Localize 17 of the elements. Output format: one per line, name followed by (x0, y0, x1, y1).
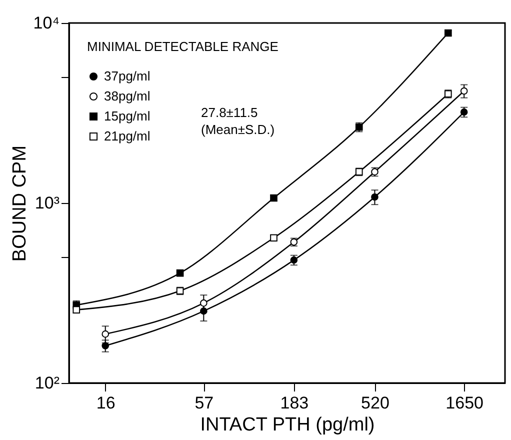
legend-label: 38pg/ml (104, 88, 150, 104)
y-axis-title: BOUND CPM (9, 145, 30, 262)
y-tick-label: 10⁴ (33, 14, 60, 32)
y-tick-label: 10³ (34, 194, 60, 212)
legend-title: MINIMAL DETECTABLE RANGE (87, 39, 279, 54)
y-tick-label: 10² (34, 374, 60, 392)
annotation: (Mean±S.D.) (201, 122, 275, 137)
x-tick-label: 183 (280, 394, 309, 412)
legend-label: 21pg/ml (104, 128, 150, 144)
x-tick-label: 57 (194, 394, 214, 412)
x-tick-label: 1650 (446, 394, 484, 412)
annotation: 27.8±11.5 (201, 105, 258, 120)
legend-label: 37pg/ml (104, 68, 150, 84)
x-axis-title: INTACT PTH (pg/ml) (200, 414, 375, 436)
legend-label: 15pg/ml (104, 108, 150, 124)
x-tick-label: 16 (96, 394, 116, 412)
x-tick-label: 520 (361, 394, 390, 412)
